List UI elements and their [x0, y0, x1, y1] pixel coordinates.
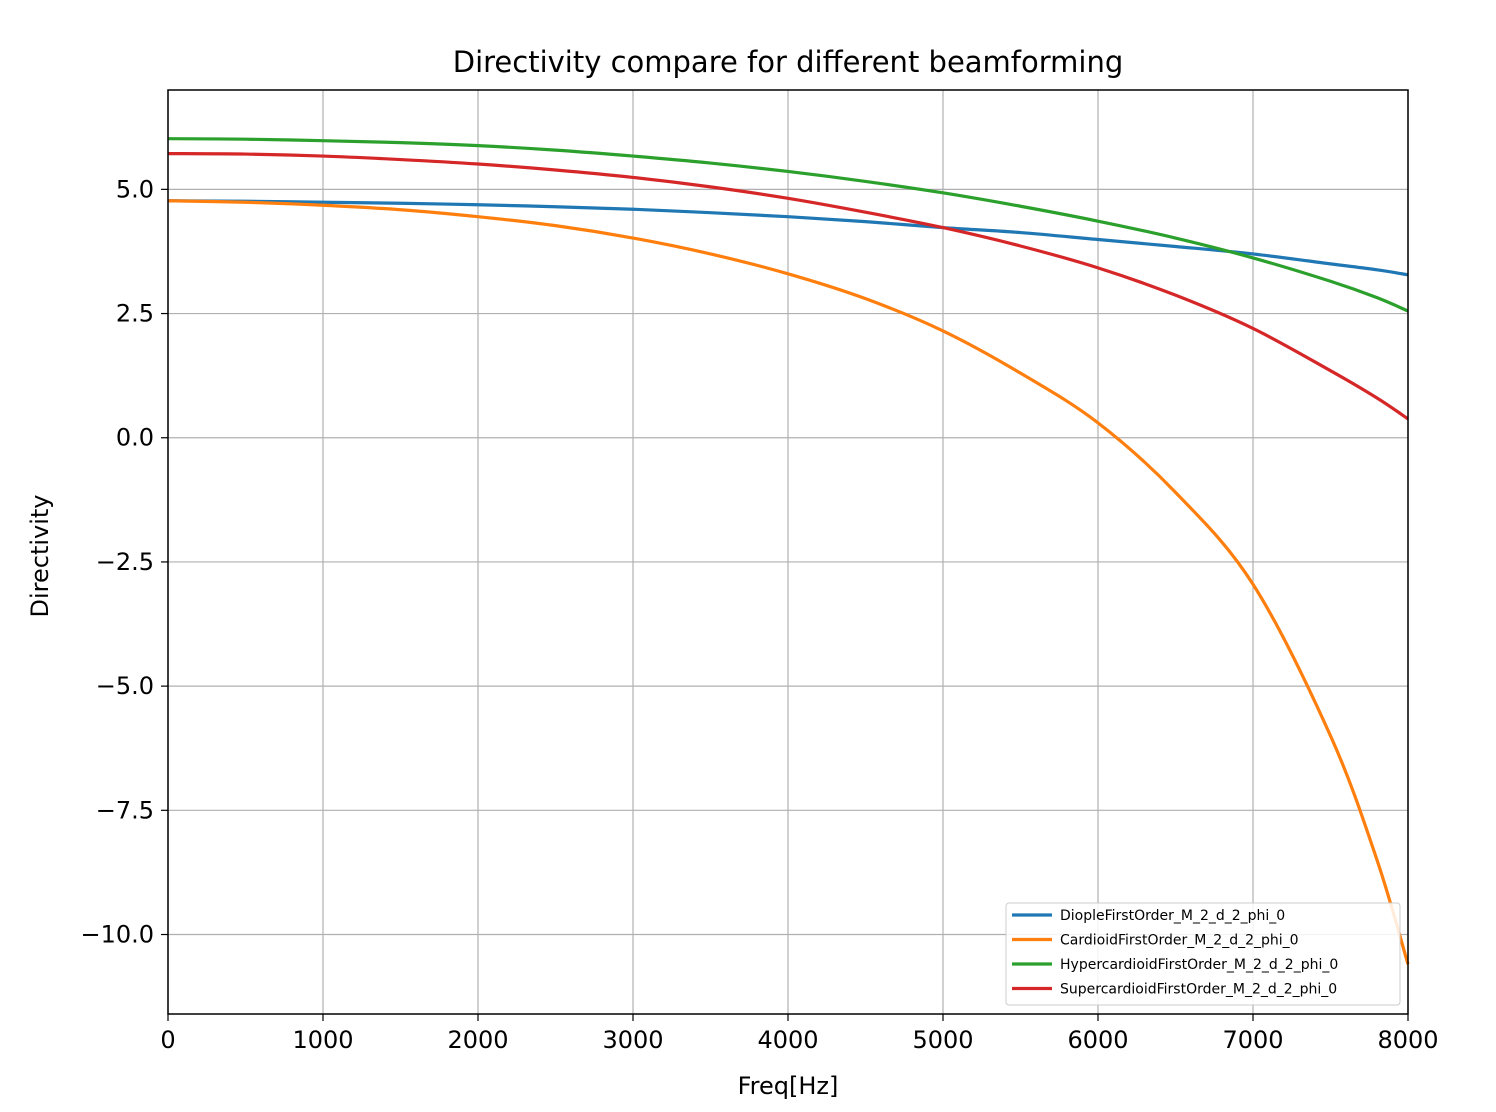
y-tick-label: −10.0 — [80, 921, 154, 949]
x-tick-label: 1000 — [292, 1026, 353, 1054]
y-tick-label: −2.5 — [96, 548, 154, 576]
series-line-2 — [167, 199, 1410, 965]
series-line-1 — [167, 199, 1409, 277]
grid-lines — [167, 90, 1409, 1014]
series-line-3 — [167, 137, 1409, 313]
x-tick-label: 2000 — [447, 1026, 508, 1054]
x-tick-label: 3000 — [602, 1026, 663, 1054]
series-line-4 — [167, 151, 1409, 421]
y-axis-label: Directivity — [26, 494, 54, 617]
y-tick-label: 2.5 — [116, 300, 154, 328]
legend-label: SupercardioidFirstOrder_M_2_d_2_phi_0 — [1060, 982, 1337, 998]
x-tick-label: 4000 — [757, 1026, 818, 1054]
legend: DiopleFirstOrder_M_2_d_2_phi_0 CardioidFi… — [1005, 902, 1401, 1006]
y-tick-label: 0.0 — [116, 424, 154, 452]
y-tick-label: 5.0 — [116, 175, 154, 203]
x-axis-label: Freq[Hz] — [738, 1072, 839, 1100]
legend-label: DiopleFirstOrder_M_2_d_2_phi_0 — [1060, 908, 1285, 924]
series-lines — [167, 137, 1410, 965]
x-tick-label: 8000 — [1377, 1026, 1438, 1054]
legend-label: HypercardioidFirstOrder_M_2_d_2_phi_0 — [1060, 957, 1338, 973]
x-axis-ticks: 0 1000 2000 3000 4000 5000 6000 7000 8000 — [160, 1014, 1439, 1054]
x-tick-label: 5000 — [912, 1026, 973, 1054]
x-tick-label: 0 — [160, 1026, 175, 1054]
x-tick-label: 6000 — [1067, 1026, 1128, 1054]
y-tick-label: −5.0 — [96, 672, 154, 700]
x-tick-label: 7000 — [1222, 1026, 1283, 1054]
legend-label: CardioidFirstOrder_M_2_d_2_phi_0 — [1060, 933, 1299, 949]
chart-title: Directivity compare for different beamfo… — [453, 45, 1124, 79]
legend-box — [1005, 902, 1401, 1006]
y-axis-ticks: 5.0 2.5 0.0 −2.5 −5.0 −7.5 −10.0 — [80, 175, 168, 949]
y-tick-label: −7.5 — [96, 796, 154, 824]
